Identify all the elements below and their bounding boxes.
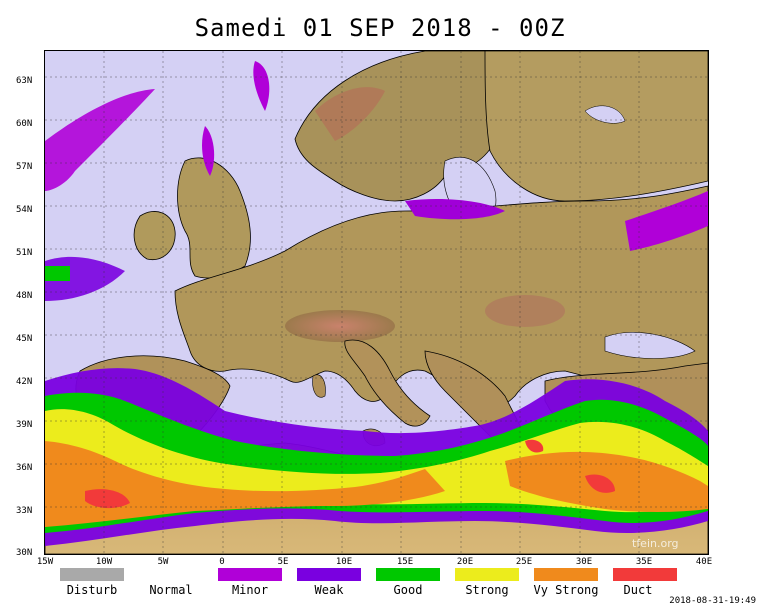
lon-label: 15W — [36, 557, 54, 567]
lon-label: 15E — [396, 557, 414, 567]
minor-band — [45, 89, 155, 191]
scandinavia-mountains — [315, 87, 385, 141]
map-title: Samedi 01 SEP 2018 - 00Z — [194, 14, 566, 42]
lat-label: 36N — [16, 463, 33, 473]
legend-label: Duct — [623, 583, 653, 597]
legend-swatch-vy-strong — [534, 568, 598, 581]
lat-label: 63N — [16, 76, 33, 86]
legend-label: Good — [393, 583, 423, 597]
lat-label: 39N — [16, 420, 33, 430]
iberia-vystrong — [45, 441, 445, 527]
lat-label: 54N — [16, 205, 33, 215]
lon-label: 10W — [95, 557, 113, 567]
legend-label: Disturb — [66, 583, 118, 597]
lat-label: 30N — [16, 548, 33, 558]
black-sea — [604, 332, 696, 359]
lon-label: 20E — [456, 557, 474, 567]
lon-label: 5W — [157, 557, 169, 567]
lat-label: 42N — [16, 377, 33, 387]
lon-label: 30E — [575, 557, 593, 567]
duct-west — [85, 489, 130, 509]
legend-swatch-weak — [297, 568, 361, 581]
lat-label: 60N — [16, 119, 33, 129]
lat-label: 57N — [16, 162, 33, 172]
legend-swatch-normal — [139, 568, 203, 581]
legend-swatch-disturb — [60, 568, 124, 581]
minor-band-north — [253, 61, 270, 111]
duct-crete — [525, 439, 544, 453]
alps-mountains — [285, 310, 395, 342]
legend-swatch-minor — [218, 568, 282, 581]
legend-label: Minor — [231, 583, 269, 597]
carpathians — [485, 295, 565, 327]
lat-label: 48N — [16, 291, 33, 301]
lon-label: 5E — [277, 557, 289, 567]
lat-label: 51N — [16, 248, 33, 258]
duct-east — [585, 474, 615, 493]
minor-band-east — [625, 191, 708, 251]
good-band — [45, 266, 70, 281]
minor-band-baltic — [405, 199, 505, 220]
ireland — [133, 211, 176, 261]
generated-timestamp: 2018-08-31-19:49 — [669, 596, 756, 606]
minor-band-north2 — [202, 126, 215, 176]
legend-swatch-good — [376, 568, 440, 581]
lat-label: 45N — [16, 334, 33, 344]
italy — [344, 339, 431, 427]
sardinia-corsica — [312, 374, 326, 398]
legend-label: Vy Strong — [533, 583, 599, 597]
legend-label: Normal — [149, 583, 193, 597]
legend-label: Weak — [314, 583, 344, 597]
propagation-map — [44, 50, 709, 555]
lon-label: 0 — [219, 557, 225, 567]
lon-label: 40E — [695, 557, 713, 567]
lon-label: 10E — [335, 557, 353, 567]
map-svg — [45, 51, 708, 554]
northeast-land — [484, 51, 708, 202]
lat-label: 33N — [16, 506, 33, 516]
graticule — [45, 51, 708, 554]
lake — [584, 105, 626, 124]
legend-swatch-strong — [455, 568, 519, 581]
watermark: tfein.org — [632, 537, 679, 550]
legend-label: Strong — [465, 583, 509, 597]
legend-swatch-duct — [613, 568, 677, 581]
lon-label: 35E — [635, 557, 653, 567]
lon-label: 25E — [515, 557, 533, 567]
